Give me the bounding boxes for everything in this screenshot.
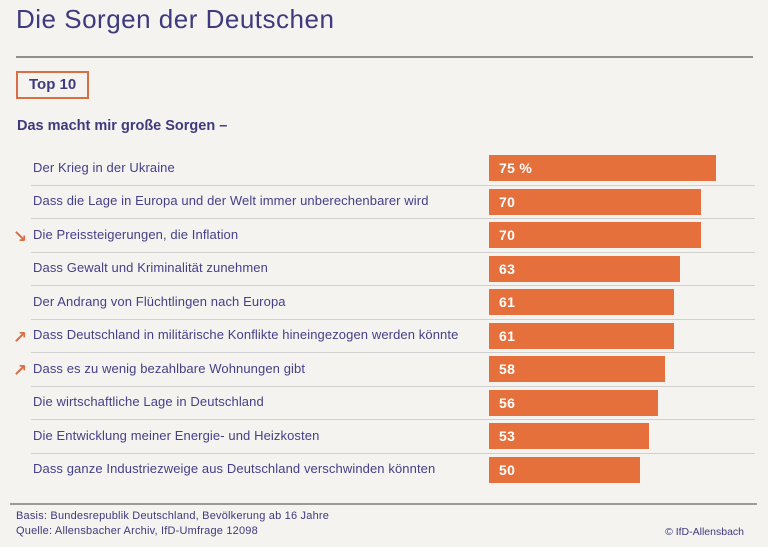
worry-row: ↗ Dass es zu wenig bezahlbare Wohnungen g… (0, 355, 768, 389)
worry-row: Dass ganze Industriezweige aus Deutschla… (0, 456, 768, 490)
row-separator (31, 352, 755, 353)
worry-row: Die Entwicklung meiner Energie- und Heiz… (0, 422, 768, 456)
worry-label: Dass Deutschland in militärische Konflik… (33, 327, 459, 343)
worry-value: 70 (499, 227, 516, 243)
footer-basis: Basis: Bundesrepublik Deutschland, Bevöl… (16, 510, 330, 522)
worry-label: Dass ganze Industriezweige aus Deutschla… (33, 461, 436, 477)
row-separator (31, 385, 755, 387)
worry-bar: 63 (489, 255, 680, 282)
page-title: Die Sorgen der Deutschen (16, 4, 335, 34)
worry-bar: 75 % (489, 155, 716, 181)
row-separator (31, 251, 755, 253)
worry-row: Dass die Lage in Europa und der Welt imm… (0, 188, 768, 222)
footer-copyright: © IfD-Allensbach (665, 526, 744, 538)
worry-value: 53 (499, 428, 516, 444)
worry-row: ↗ Dass Deutschland in militärische Konfli… (0, 322, 768, 356)
worry-value: 61 (499, 294, 516, 310)
worry-row: Der Krieg in der Ukraine 75 % (0, 154, 768, 188)
trend-down-icon: ↘ (12, 227, 28, 246)
worry-value: 70 (499, 193, 516, 210)
row-separator (31, 419, 755, 420)
worry-label: Dass Gewalt und Kriminalität zunehmen (33, 260, 268, 276)
worry-bar: 61 (489, 322, 674, 349)
worry-bar: 56 (489, 389, 658, 416)
worry-label: Die wirtschaftliche Lage in Deutschland (33, 394, 264, 410)
worry-row: ↘ Die Preissteigerungen, die Inflation 70 (0, 221, 768, 255)
chart-subtitle: Das macht mir große Sorgen – (17, 118, 228, 134)
worry-label: Die Preissteigerungen, die Inflation (33, 226, 239, 242)
worry-row: Die wirtschaftliche Lage in Deutschland 5… (0, 389, 768, 423)
worry-row: Dass Gewalt und Kriminalität zunehmen 63 (0, 255, 768, 289)
title-divider (16, 56, 753, 58)
worry-value: 75 % (499, 160, 533, 176)
top10-badge: Top 10 (16, 71, 90, 99)
row-separator (31, 452, 755, 454)
row-separator (31, 184, 755, 186)
worry-label: Die Entwicklung meiner Energie- und Heiz… (33, 427, 320, 443)
row-separator (31, 318, 755, 320)
bar-chart: Der Krieg in der Ukraine 75 % Dass die Lag… (0, 154, 768, 489)
worry-value: 56 (499, 394, 516, 411)
worry-label: Dass es zu wenig bezahlbare Wohnungen gi… (33, 360, 306, 376)
worry-bar: 70 (489, 222, 701, 248)
worry-bar: 50 (489, 456, 640, 483)
worry-bar: 61 (489, 289, 674, 315)
trend-up-icon: ↗ (12, 361, 28, 380)
trend-up-icon: ↗ (12, 327, 28, 347)
footer-divider (10, 503, 757, 505)
worry-row: Der Andrang von Flüchtlingen nach Europa… (0, 288, 768, 322)
row-separator (31, 285, 755, 286)
worry-bar: 58 (489, 356, 665, 382)
worry-value: 61 (499, 327, 516, 344)
worry-bar: 70 (489, 188, 701, 215)
worry-label: Dass die Lage in Europa und der Welt imm… (33, 193, 429, 209)
worry-label: Der Krieg in der Ukraine (33, 159, 175, 175)
worry-value: 63 (499, 260, 516, 277)
footer-quelle: Quelle: Allensbacher Archiv, IfD-Umfrage… (16, 525, 258, 537)
row-separator (31, 218, 755, 219)
worry-value: 50 (499, 461, 516, 478)
worry-value: 58 (499, 361, 516, 377)
worry-bar: 53 (489, 423, 649, 449)
worry-label: Der Andrang von Flüchtlingen nach Europa (33, 293, 286, 309)
